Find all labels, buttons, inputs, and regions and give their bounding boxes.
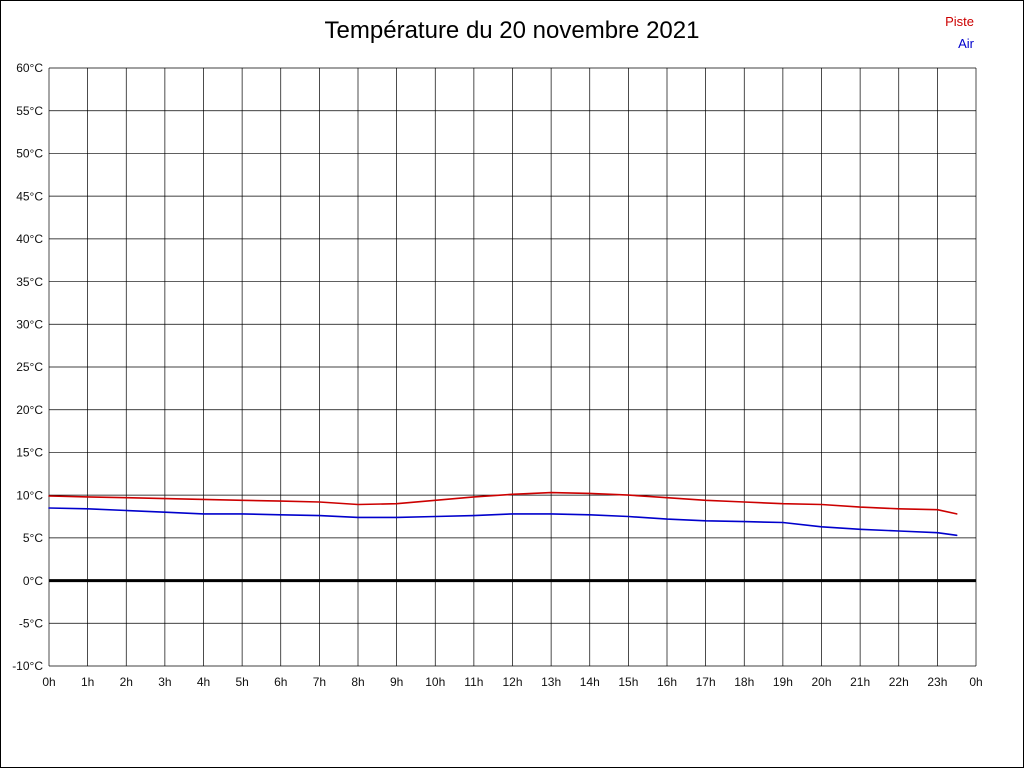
svg-text:21h: 21h (850, 675, 870, 689)
svg-text:-10°C: -10°C (12, 659, 43, 673)
svg-text:8h: 8h (351, 675, 364, 689)
svg-text:19h: 19h (773, 675, 793, 689)
svg-text:0°C: 0°C (23, 574, 43, 588)
svg-text:1h: 1h (81, 675, 94, 689)
svg-text:40°C: 40°C (16, 232, 43, 246)
svg-text:30°C: 30°C (16, 317, 43, 331)
series-piste-line (48, 491, 958, 515)
svg-text:35°C: 35°C (16, 275, 43, 289)
chart-legend: Piste Air (945, 11, 974, 55)
svg-text:6h: 6h (274, 675, 287, 689)
svg-text:16h: 16h (657, 675, 677, 689)
svg-text:23h: 23h (927, 675, 947, 689)
svg-text:11h: 11h (464, 675, 483, 689)
svg-text:15°C: 15°C (16, 446, 43, 460)
svg-text:55°C: 55°C (16, 104, 43, 118)
grid (48, 67, 977, 667)
svg-text:7h: 7h (313, 675, 326, 689)
svg-text:9h: 9h (390, 675, 403, 689)
svg-text:10°C: 10°C (16, 488, 43, 502)
svg-text:10h: 10h (425, 675, 445, 689)
y-axis-labels: 60°C 55°C 50°C 45°C 40°C 35°C 30°C 25°C 20°C 15°C… (12, 61, 43, 673)
svg-text:17h: 17h (696, 675, 716, 689)
svg-text:3h: 3h (158, 675, 171, 689)
svg-text:20°C: 20°C (16, 403, 43, 417)
chart-title: Température du 20 novembre 2021 (324, 17, 700, 44)
svg-text:12h: 12h (502, 675, 522, 689)
svg-text:2h: 2h (120, 675, 133, 689)
svg-text:-5°C: -5°C (19, 616, 43, 630)
svg-text:4h: 4h (197, 675, 210, 689)
svg-text:0h: 0h (969, 675, 982, 689)
legend-item-piste: Piste (945, 14, 974, 29)
svg-text:18h: 18h (734, 675, 754, 689)
svg-text:14h: 14h (580, 675, 600, 689)
svg-text:13h: 13h (541, 675, 561, 689)
x-axis-labels: 0h 1h 2h 3h 4h 5h 6h 7h 8h 9h 10h 11h 12h 13h 14h 15h 16… (42, 675, 982, 689)
svg-text:25°C: 25°C (16, 360, 43, 374)
svg-text:5°C: 5°C (23, 531, 43, 545)
svg-text:15h: 15h (618, 675, 638, 689)
svg-text:22h: 22h (889, 675, 909, 689)
legend-item-air: Air (958, 36, 974, 51)
svg-text:20h: 20h (811, 675, 831, 689)
svg-text:60°C: 60°C (16, 61, 43, 75)
series-air-line (48, 507, 958, 537)
svg-text:5h: 5h (235, 675, 248, 689)
svg-text:0h: 0h (42, 675, 55, 689)
svg-text:45°C: 45°C (16, 189, 43, 203)
svg-text:50°C: 50°C (16, 147, 43, 161)
